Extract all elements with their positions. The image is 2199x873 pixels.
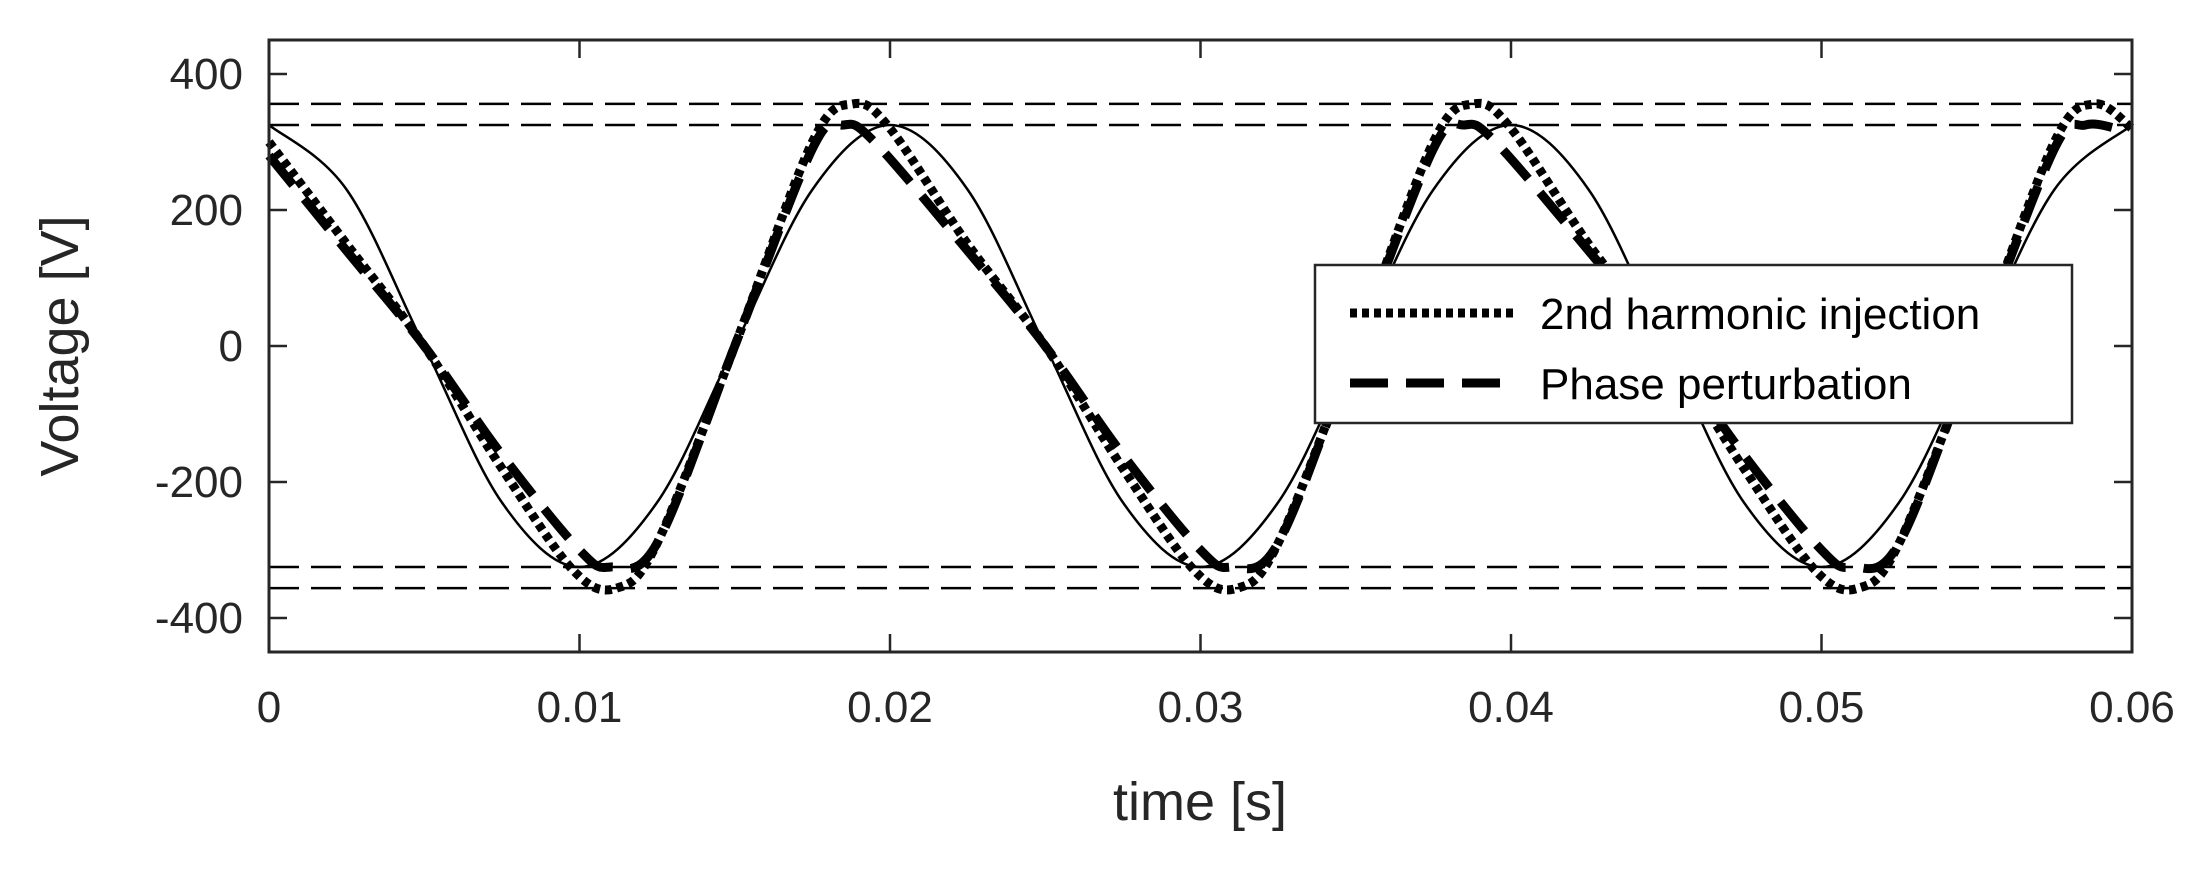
x-tick-label: 0.02 (847, 683, 933, 732)
x-tick-label: 0 (257, 683, 281, 732)
series-layer (265, 98, 2135, 595)
y-tick-label: -200 (155, 458, 243, 507)
y-tick-label: 400 (170, 50, 243, 99)
legend: 2nd harmonic injection Phase perturbatio… (1313, 263, 2074, 425)
x-tick-label: 0.05 (1779, 683, 1865, 732)
legend-entry-harmonic: 2nd harmonic injection (1540, 290, 1980, 339)
y-axis-label: Voltage [V] (30, 215, 90, 476)
axis-ticks (267, 40, 2134, 652)
series-line-2nd-harmonic-injection (265, 98, 2135, 595)
x-tick-label: 0.04 (1468, 683, 1554, 732)
x-tick-label: 0.06 (2089, 683, 2175, 732)
series-line-reference-sine (268, 123, 2133, 569)
y-tick-label: -400 (155, 594, 243, 643)
legend-box (1313, 263, 2074, 425)
tick-labels: 0 0.01 0.02 0.03 0.04 0.05 0.06 -400 -200 0 200 400 (155, 50, 2175, 732)
y-tick-label: 0 (219, 322, 243, 371)
series-line-phase-perturbation (265, 118, 2118, 574)
x-axis-label: time [s] (1113, 772, 1287, 832)
x-tick-label: 0.01 (537, 683, 623, 732)
x-tick-label: 0.03 (1158, 683, 1244, 732)
legend-entry-phase: Phase perturbation (1540, 360, 1912, 409)
y-tick-label: 200 (170, 186, 243, 235)
